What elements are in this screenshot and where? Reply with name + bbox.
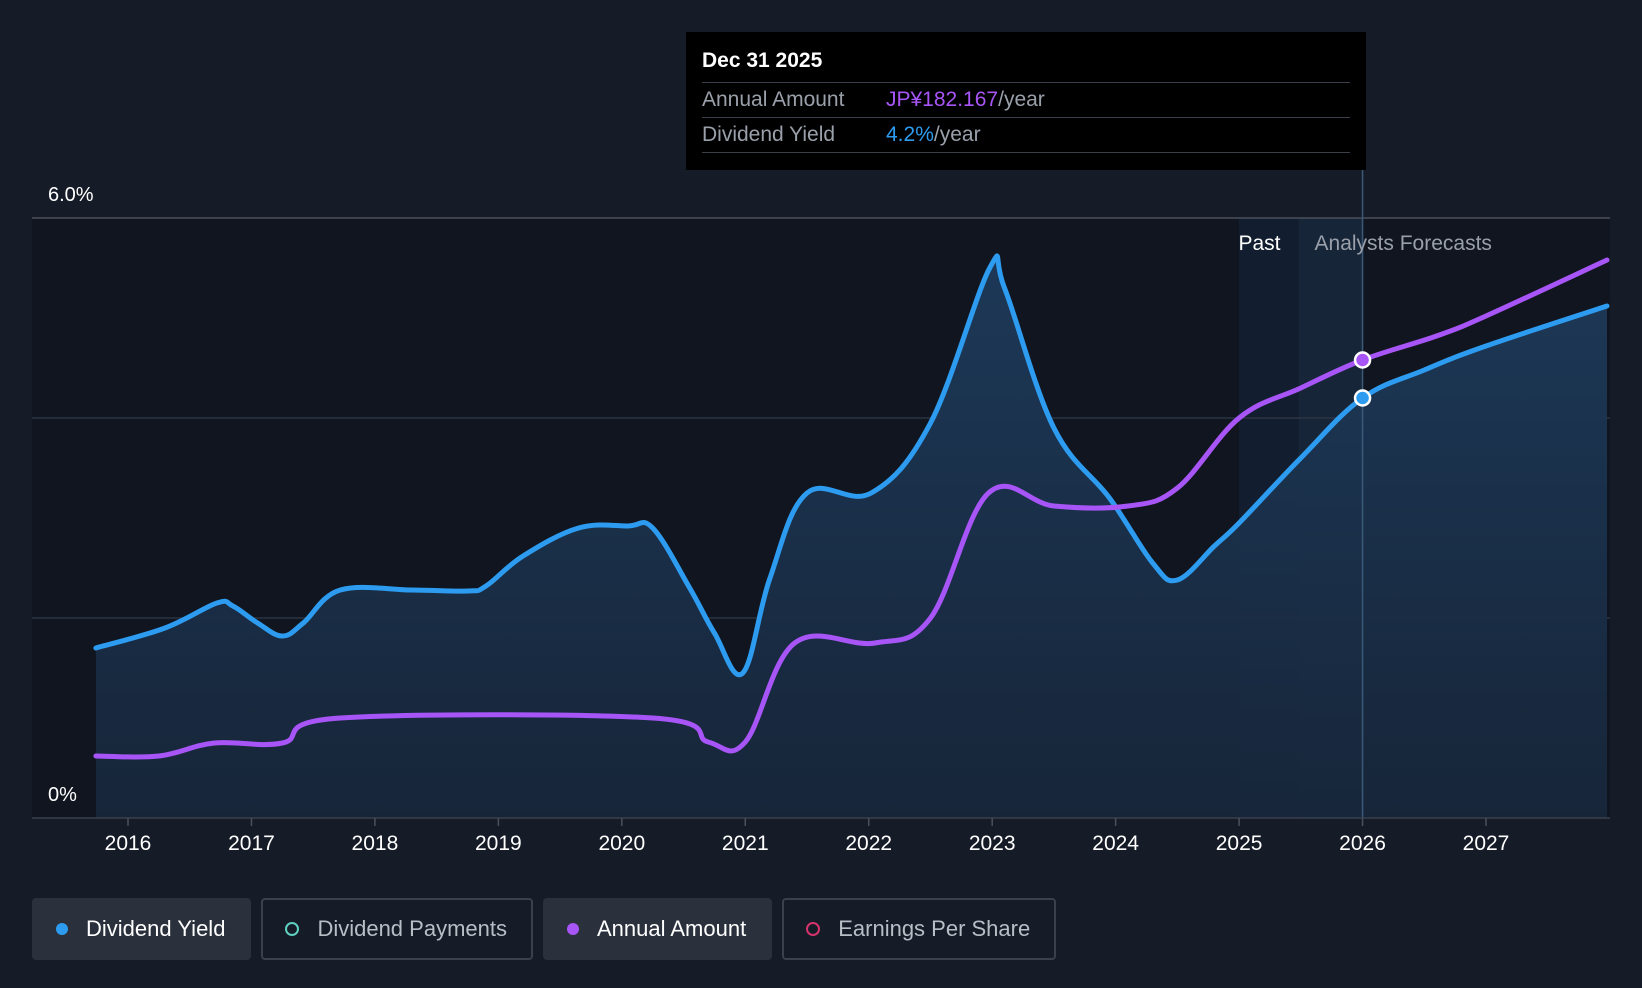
- chart-legend: Dividend Yield Dividend Payments Annual …: [32, 898, 1057, 960]
- y-axis-label-bottom: 0%: [48, 784, 77, 806]
- tooltip-row-dividend-yield: Dividend Yield 4.2% /year: [702, 118, 1350, 153]
- dividend-yield-dot-icon: [56, 923, 68, 935]
- tooltip-date: Dec 31 2025: [702, 46, 1350, 83]
- legend-earnings-per-share-button[interactable]: Earnings Per Share: [782, 898, 1057, 960]
- tooltip-value-annual-amount: JP¥182.167: [886, 88, 999, 111]
- x-tick-label: 2024: [1092, 832, 1139, 855]
- x-tick-label: 2022: [845, 832, 892, 855]
- forecast-label: Analysts Forecasts: [1315, 232, 1492, 255]
- tooltip-unit-dividend-yield: /year: [933, 123, 981, 146]
- tooltip-row-annual-amount: Annual Amount JP¥182.167 /year: [702, 83, 1350, 118]
- legend-annual-amount-button[interactable]: Annual Amount: [542, 898, 773, 960]
- annual-amount-line: [93, 257, 1610, 760]
- x-axis-ticks: 2016 2017 2018 2019 2020 2021 2022 2023 2024 2025…: [105, 818, 1510, 855]
- legend-label-dividend-yield: Dividend Yield: [86, 916, 226, 941]
- earnings-per-share-ring-icon: [806, 922, 821, 936]
- x-tick-label: 2018: [352, 832, 399, 855]
- y-axis-label-top: 6.0%: [48, 184, 94, 206]
- dividend-yield-line: [93, 253, 1610, 678]
- annual-amount-marker: [1353, 351, 1372, 369]
- tooltip-value-dividend-yield: 4.2%: [886, 123, 934, 146]
- tooltip-key-dividend-yield: Dividend Yield: [702, 123, 836, 146]
- x-tick-label: 2019: [475, 832, 522, 855]
- x-tick-label: 2026: [1339, 832, 1386, 855]
- x-tick-label: 2021: [722, 832, 769, 855]
- x-tick-label: 2020: [598, 832, 645, 855]
- dividend-yield-marker: [1353, 389, 1372, 407]
- past-label: Past: [1239, 232, 1281, 255]
- x-tick-label: 2016: [105, 832, 152, 855]
- legend-label-earnings-per-share: Earnings Per Share: [838, 916, 1031, 941]
- legend-label-dividend-payments: Dividend Payments: [317, 916, 507, 941]
- legend-dividend-payments-button[interactable]: Dividend Payments: [261, 898, 533, 960]
- dividend-yield-area: [95, 255, 1607, 818]
- legend-label-annual-amount: Annual Amount: [596, 916, 747, 941]
- legend-dividend-yield-button[interactable]: Dividend Yield: [32, 898, 252, 960]
- dividend-payments-ring-icon: [285, 922, 300, 936]
- chart-tooltip: Dec 31 2025 Annual Amount JP¥182.167 /ye…: [686, 32, 1366, 170]
- x-tick-label: 2023: [969, 832, 1016, 855]
- x-tick-label: 2025: [1216, 832, 1263, 855]
- x-tick-label: 2027: [1463, 832, 1510, 855]
- annual-amount-dot-icon: [566, 923, 579, 935]
- tooltip-unit-annual-amount: /year: [998, 88, 1045, 111]
- tooltip-key-annual-amount: Annual Amount: [702, 88, 845, 111]
- x-tick-label: 2017: [228, 832, 275, 855]
